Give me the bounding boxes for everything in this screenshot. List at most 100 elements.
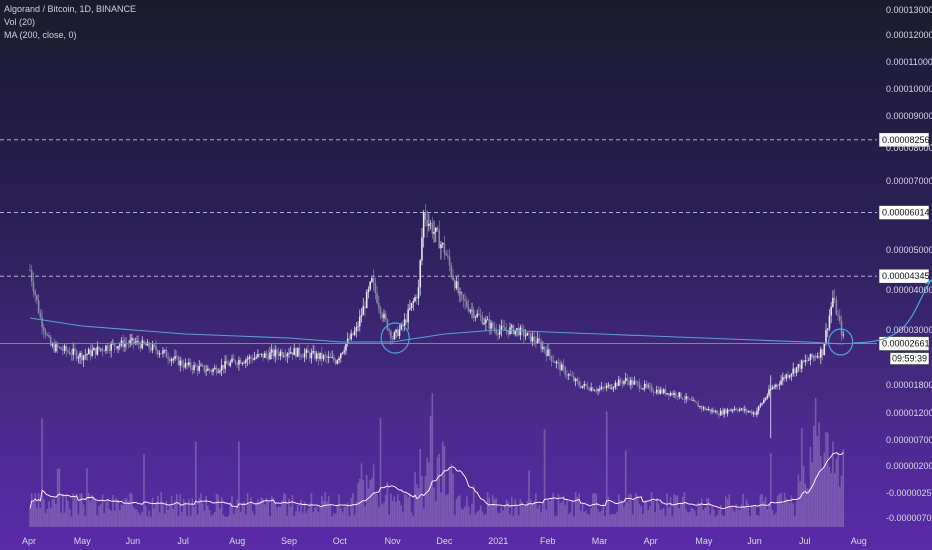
x-tick-label: May <box>695 536 713 546</box>
volume-bar <box>390 493 392 527</box>
candle-body <box>747 411 750 413</box>
candle-body <box>241 362 244 364</box>
candle-body <box>593 390 596 392</box>
volume-bar <box>298 511 301 527</box>
volume-bar <box>642 513 644 527</box>
volume-bar <box>744 505 746 527</box>
candle-body <box>576 378 579 382</box>
volume-bar <box>645 500 648 527</box>
candle-body <box>599 389 601 390</box>
volume-bar <box>108 508 111 527</box>
candle-body <box>353 331 356 335</box>
volume-bar <box>657 502 660 527</box>
candle-body <box>600 386 603 390</box>
volume-bar <box>322 500 325 527</box>
candle-body <box>255 357 257 358</box>
volume-bar <box>630 493 632 527</box>
volume-bar <box>604 515 606 527</box>
volume-bar <box>415 484 418 527</box>
candle-body <box>433 231 435 234</box>
y-tick-label: 0.00000700 <box>886 435 932 445</box>
y-tick-label: 0.00005000 <box>886 245 932 255</box>
candle-body <box>410 303 413 309</box>
volume-bar <box>110 510 112 527</box>
candle-body <box>415 297 418 299</box>
candle-body <box>48 335 50 338</box>
candle-body <box>68 351 71 355</box>
volume-bar <box>687 512 689 527</box>
volume-bar <box>809 447 812 527</box>
volume-bar <box>329 505 332 527</box>
volume-bar <box>801 428 803 527</box>
candle-body <box>99 348 102 350</box>
candle-body <box>120 340 123 345</box>
volume-bar <box>267 501 270 527</box>
volume-bar <box>369 480 371 527</box>
volume-bar <box>162 502 164 527</box>
candle-body <box>464 299 466 302</box>
candle-body <box>548 349 551 356</box>
volume-bar <box>60 512 62 527</box>
volume-bar <box>469 514 472 527</box>
volume-bar <box>576 496 579 527</box>
candle-body <box>550 355 553 362</box>
volume-bar <box>120 504 123 527</box>
volume-bar <box>481 511 484 527</box>
candle-body <box>448 256 451 266</box>
volume-bar <box>310 493 313 527</box>
candle-body <box>281 351 283 357</box>
volume-bar <box>207 505 209 527</box>
candle-body <box>797 364 800 368</box>
candle-body <box>118 344 121 347</box>
volume-bar <box>448 467 451 527</box>
candle-body <box>101 348 104 351</box>
candle-body <box>352 333 354 335</box>
candle-body <box>227 363 230 366</box>
volume-bar <box>545 509 548 527</box>
candle-body <box>659 389 662 394</box>
candle-body <box>818 355 820 358</box>
candle-body <box>93 347 95 351</box>
y-tick-label: 0.00003000 <box>886 325 932 335</box>
volume-bar <box>260 497 263 527</box>
candle-body <box>234 360 237 364</box>
candle-body <box>326 356 328 359</box>
candle-body <box>750 411 753 414</box>
volume-bar <box>723 515 725 527</box>
volume-bar <box>177 516 180 527</box>
volume-bar <box>56 468 59 527</box>
volume-bar <box>208 509 211 527</box>
candle-body <box>452 275 454 281</box>
candle-body <box>811 353 813 358</box>
candle-body <box>53 344 55 352</box>
candle-body <box>91 350 93 356</box>
volume-bar <box>638 504 641 527</box>
volume-bar <box>505 499 508 527</box>
volume-bar <box>740 504 743 527</box>
volume-bar <box>483 514 485 527</box>
volume-bar <box>654 512 656 527</box>
candle-body <box>336 360 339 364</box>
volume-bar <box>652 500 655 527</box>
volume-bar <box>174 500 176 527</box>
candle-body <box>776 384 779 386</box>
candle-body <box>293 348 295 356</box>
candle-body <box>585 383 587 386</box>
candle-body <box>737 410 739 411</box>
candle-body <box>165 349 168 358</box>
y-tick-label: 0.00012000 <box>886 30 932 40</box>
volume-bar <box>270 495 273 527</box>
volume-bar <box>55 503 57 527</box>
volume-bar <box>431 393 434 527</box>
volume-bar <box>305 512 308 527</box>
volume-bar <box>170 496 173 527</box>
candle-body <box>595 390 598 392</box>
volume-bar <box>136 509 138 527</box>
candle-body <box>213 367 216 370</box>
volume-bar <box>678 508 681 527</box>
candle-body <box>84 354 87 356</box>
volume-bar <box>640 506 643 527</box>
volume-bar <box>91 494 93 527</box>
candle-body <box>115 346 118 349</box>
